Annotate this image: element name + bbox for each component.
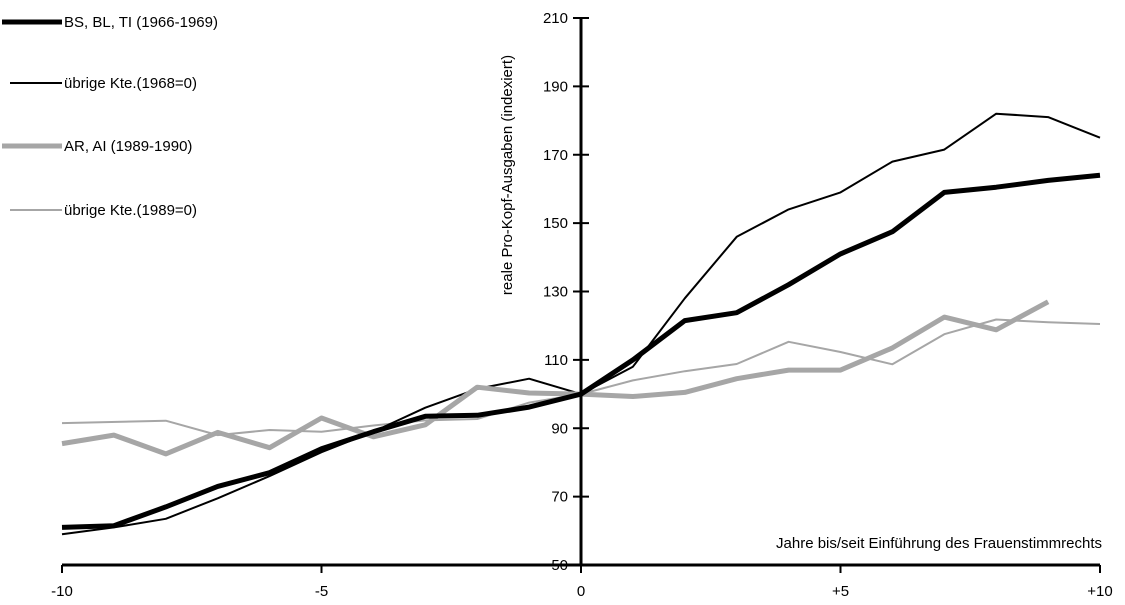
x-tick-label: 0 bbox=[577, 583, 585, 600]
y-tick-label: 70 bbox=[551, 489, 568, 506]
legend-label-1: BS, BL, TI (1966-1969) bbox=[64, 14, 218, 31]
x-tick-label: -10 bbox=[51, 583, 73, 600]
y-tick-label: 190 bbox=[543, 78, 568, 95]
y-tick-label: 170 bbox=[543, 147, 568, 164]
axis-layer: -10 -5 0 +5 +10 50 70 90 110 130 150 170 190 210 bbox=[51, 10, 1113, 600]
y-tick-label: 210 bbox=[543, 10, 568, 27]
y-tick-label: 110 bbox=[544, 352, 568, 369]
legend-label-2: übrige Kte.(1968=0) bbox=[64, 75, 197, 92]
y-axis-title: reale Pro-Kopf-Ausgaben (indexiert) bbox=[499, 55, 516, 295]
y-tick-label: 150 bbox=[543, 215, 568, 232]
x-tick-label: +5 bbox=[832, 583, 849, 600]
y-tick-label: 90 bbox=[551, 420, 568, 437]
x-tick-label: +10 bbox=[1087, 583, 1112, 600]
y-tick-label: 50 bbox=[551, 557, 568, 574]
legend: BS, BL, TI (1966-1969) übrige Kte.(1968=0… bbox=[2, 14, 218, 219]
legend-label-3: AR, AI (1989-1990) bbox=[64, 138, 192, 155]
series-line-4 bbox=[61, 318, 1101, 437]
y-tick-label: 130 bbox=[543, 284, 568, 301]
x-axis-title: Jahre bis/seit Einführung des Frauenstim… bbox=[776, 535, 1102, 552]
legend-label-4: übrige Kte.(1989=0) bbox=[64, 202, 197, 219]
x-tick-label: -5 bbox=[315, 583, 328, 600]
series-line-3 bbox=[61, 299, 1050, 457]
